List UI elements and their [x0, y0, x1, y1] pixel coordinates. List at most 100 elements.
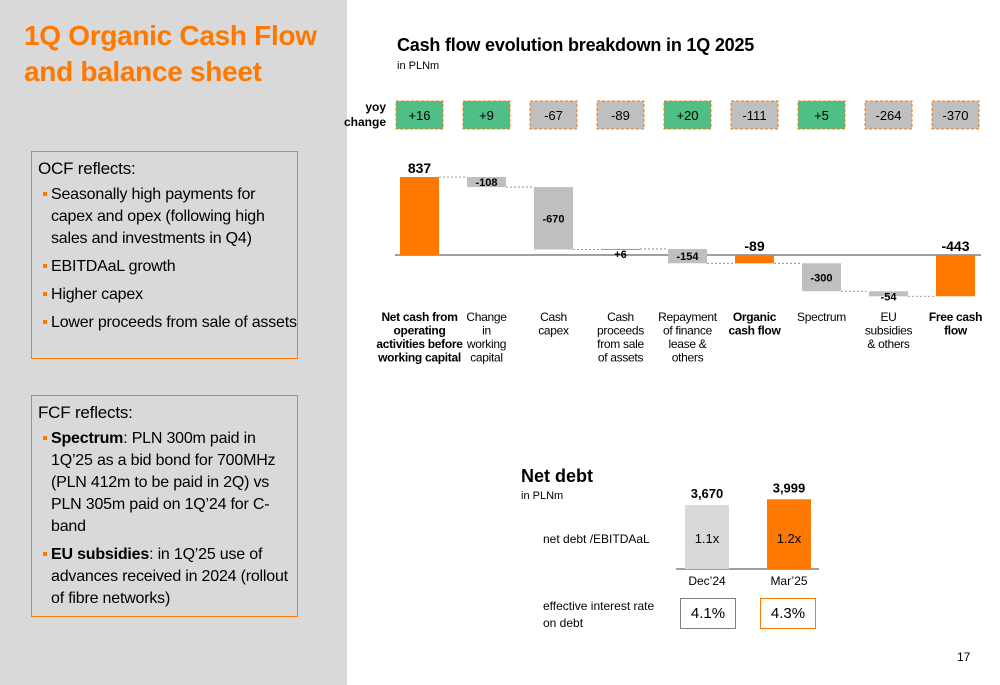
yoy-change-value: -370 [942, 108, 968, 123]
waterfall-category-label: Cash proceeds from sale of assets [597, 310, 644, 365]
waterfall-category-line: Spectrum [797, 310, 846, 324]
yoy-change-box [596, 100, 645, 130]
waterfall-category-line: Change [466, 310, 507, 324]
waterfall-value-label: -443 [941, 238, 969, 254]
page-title: 1Q Organic Cash Flow and balance sheet [24, 20, 317, 87]
fcf-box: FCF reflects: Spectrum: PLN 300m paid in… [31, 395, 298, 617]
fcf-bullet-key: Spectrum [51, 430, 124, 447]
left-panel [0, 0, 347, 685]
waterfall-value-label: -54 [881, 291, 898, 303]
waterfall-category-line: of assets [598, 351, 644, 365]
waterfall-value-label: -108 [475, 177, 497, 189]
waterfall-value-label: -300 [810, 272, 832, 284]
yoy-label: yoy change [343, 100, 386, 129]
net-debt-value-label: 3,670 [691, 486, 724, 501]
ocf-bullet: Higher capex [32, 284, 297, 306]
yoy-change-box [395, 100, 444, 130]
waterfall-category-label: EU subsidies & others [865, 310, 913, 351]
yoy-change-box [730, 100, 779, 130]
waterfall-category-line: working [466, 337, 506, 351]
waterfall-category-line: Free cash [929, 310, 982, 324]
waterfall-category-line: capex [538, 324, 569, 338]
waterfall-category-line: capital [470, 351, 503, 365]
yoy-change-box [462, 100, 511, 130]
net-debt-bar [767, 499, 811, 569]
waterfall-category-label: Net cash from operating activities before w… [376, 310, 463, 365]
interest-rate-mar: 4.3% [760, 598, 816, 629]
waterfall-category-line: of finance [663, 324, 713, 338]
fcf-bullet-text: : in 1Q’25 use of advances received in 2… [51, 546, 288, 607]
waterfall-category-line: flow [944, 324, 968, 338]
waterfall-value-label: +6 [614, 249, 627, 261]
waterfall-category-line: Net cash from [381, 310, 457, 324]
fcf-bullet-text: : PLN 300m paid in 1Q’25 as a bid bond f… [51, 430, 276, 535]
interest-rate-dec: 4.1% [680, 598, 736, 629]
waterfall-category-line: proceeds [597, 324, 644, 338]
waterfall-category-label: Spectrum [797, 310, 846, 324]
yoy-change-value: +5 [814, 108, 829, 123]
yoy-change-value: -111 [742, 108, 766, 123]
yoy-change-value: -67 [544, 108, 563, 123]
fcf-bullet: Spectrum: PLN 300m paid in 1Q’25 as a bi… [32, 428, 297, 538]
waterfall-category-line: from sale [597, 337, 644, 351]
waterfall-category-label: Organic cash flow [729, 310, 782, 338]
ocf-box: OCF reflects: Seasonally high payments f… [31, 151, 298, 359]
yoy-change-value: -89 [611, 108, 630, 123]
waterfall-bar [467, 177, 506, 188]
waterfall-category-line: Organic [733, 310, 777, 324]
waterfall-bar [400, 177, 439, 255]
waterfall-category-line: subsidies [865, 324, 913, 338]
waterfall-category-label: Repayment of finance lease & others [658, 310, 718, 365]
waterfall-category-line: activities before [376, 337, 463, 351]
waterfall-category-label: Free cash flow [929, 310, 982, 338]
waterfall-category-line: cash flow [729, 324, 782, 338]
waterfall-category-line: Repayment [658, 310, 718, 324]
fcf-bullet-key: EU subsidies [51, 546, 150, 563]
waterfall-category-label: Change in working capital [466, 310, 507, 365]
waterfall-category-line: lease & [669, 337, 707, 351]
net-debt-title: Net debt [521, 466, 593, 486]
fcf-bullet-list: Spectrum: PLN 300m paid in 1Q’25 as a bi… [32, 428, 297, 610]
waterfall-bar [668, 248, 707, 264]
waterfall-value-label: -154 [676, 251, 699, 263]
ocf-bullet: Lower proceeds from sale of assets [32, 312, 297, 334]
fcf-heading: FCF reflects: [38, 403, 133, 422]
net-debt-ratio-label: net debt /EBITDAaL [543, 532, 650, 546]
net-debt-value-label: 3,999 [773, 480, 806, 495]
waterfall-category-line: working capital [377, 351, 461, 365]
waterfall-bar [802, 263, 841, 292]
waterfall-category-line: EU [880, 310, 896, 324]
waterfall-bar [869, 291, 908, 297]
yoy-change-box [797, 100, 846, 130]
waterfall-bar [534, 187, 573, 250]
waterfall-bar [601, 248, 640, 250]
chart-unit: in PLNm [397, 60, 440, 72]
net-debt-bar [685, 505, 729, 569]
net-debt-category-label: Dec’24 [688, 574, 726, 588]
net-debt-ratio-value: 1.2x [777, 531, 802, 546]
waterfall-category-line: Cash [540, 310, 567, 324]
yoy-change-value: +9 [479, 108, 494, 123]
chart-title: Cash flow evolution breakdown in 1Q 2025 [397, 35, 755, 55]
fcf-bullet: EU subsidies: in 1Q’25 use of advances r… [32, 544, 297, 610]
ocf-heading: OCF reflects: [38, 159, 136, 178]
net-debt-ratio-value: 1.1x [695, 531, 720, 546]
waterfall-category-line: Cash [607, 310, 634, 324]
ocf-bullet-list: Seasonally high payments for capex and o… [32, 184, 297, 334]
yoy-change-box [663, 100, 712, 130]
yoy-change-value: +16 [408, 108, 430, 123]
page-number: 17 [957, 650, 971, 664]
interest-rate-label: effective interest rate on debt [543, 599, 655, 630]
waterfall-category-line: others [672, 351, 704, 365]
waterfall-category-line: in [482, 324, 491, 338]
waterfall-value-label: -89 [744, 238, 764, 254]
waterfall-category-line: operating [394, 324, 446, 338]
ocf-bullet: Seasonally high payments for capex and o… [32, 184, 297, 250]
yoy-change-value: -264 [875, 108, 901, 123]
yoy-change-box [931, 100, 980, 130]
waterfall-value-label: 837 [408, 160, 432, 176]
waterfall-bar [936, 255, 975, 297]
waterfall-category-line: & others [867, 337, 910, 351]
waterfall-bar [735, 255, 774, 264]
